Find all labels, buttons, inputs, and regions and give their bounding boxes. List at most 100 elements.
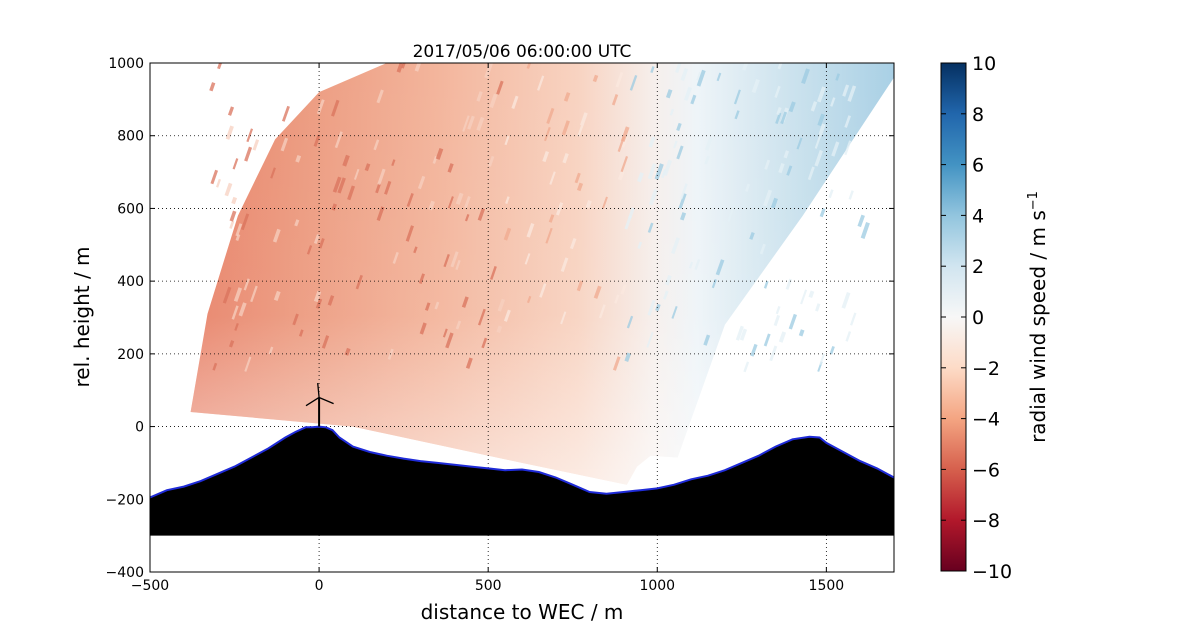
- turbine-blade: [317, 383, 320, 398]
- scan-speckle: [690, 94, 697, 105]
- scan-speckle: [364, 163, 371, 172]
- scan-speckle: [818, 123, 826, 136]
- scan-speckle: [808, 290, 815, 299]
- x-tick-label: 1500: [809, 578, 845, 594]
- scan-speckle: [598, 304, 606, 319]
- scan-speckle: [704, 137, 713, 151]
- scan-speckle: [443, 254, 450, 268]
- scan-speckle: [739, 328, 748, 341]
- scan-speckle: [505, 196, 510, 204]
- colorbar-tick-label: 6: [972, 155, 984, 177]
- scan-speckle: [696, 69, 706, 87]
- scan-speckle: [273, 290, 281, 301]
- scan-speckle: [445, 332, 454, 349]
- scan-speckle: [592, 74, 599, 83]
- scan-speckle: [243, 278, 250, 291]
- scan-speckle: [800, 289, 808, 305]
- scan-speckle: [217, 63, 223, 70]
- scan-speckle: [555, 202, 564, 216]
- scan-speckle: [785, 278, 793, 290]
- colorbar-tick-label: 4: [972, 205, 984, 227]
- wind-turbine-icon: [305, 383, 334, 427]
- terrain-outline: [150, 425, 894, 499]
- scan-speckle: [560, 311, 567, 325]
- scan-speckle: [694, 259, 701, 271]
- scan-speckle: [647, 299, 656, 316]
- scan-speckle: [601, 196, 608, 209]
- scan-speckle: [734, 110, 740, 120]
- scan-sector-shading: [190, 63, 894, 485]
- scan-speckle: [828, 189, 834, 199]
- scan-speckle: [490, 265, 497, 280]
- colorbar-tick-label: 10: [972, 53, 996, 75]
- scan-speckle: [467, 115, 475, 130]
- scan-speckle: [648, 188, 658, 206]
- scan-speckle: [669, 108, 675, 116]
- scan-speckle: [624, 352, 632, 362]
- scan-speckle: [715, 259, 725, 276]
- y-tick-label: −400: [106, 565, 144, 581]
- scan-speckle: [807, 166, 815, 181]
- scan-speckle: [801, 68, 810, 85]
- scan-speckle: [733, 89, 741, 105]
- scan-speckle: [576, 182, 584, 192]
- scan-speckle: [524, 253, 531, 265]
- x-tick-label: 1000: [639, 578, 675, 594]
- scan-speckle: [655, 303, 661, 312]
- scan-speckle: [209, 82, 216, 92]
- scan-speckle: [476, 116, 485, 131]
- scan-speckle: [342, 154, 350, 167]
- scan-speckle: [442, 328, 448, 338]
- scan-speckle: [830, 97, 836, 107]
- scan-speckle: [497, 298, 506, 312]
- scan-speckle: [829, 345, 835, 355]
- scan-speckle: [228, 340, 235, 348]
- scan-speckle: [331, 99, 340, 117]
- scan-speckle: [450, 251, 459, 268]
- scan-speckle: [464, 196, 471, 209]
- scan-speckle: [477, 308, 486, 326]
- y-axis-label: rel. height / m: [70, 246, 94, 387]
- y-tick-label: 1000: [108, 56, 144, 72]
- scan-speckle: [763, 280, 769, 289]
- colorbar-tick-label: 2: [972, 256, 984, 278]
- colorbar-label-superscript: −1: [1026, 191, 1041, 210]
- scan-speckle: [424, 302, 431, 311]
- scan-speckle: [845, 331, 852, 342]
- scan-speckle: [783, 150, 790, 159]
- scan-speckle: [665, 89, 673, 99]
- colorbar-tick-label: −4: [972, 409, 1000, 431]
- scan-speckle: [549, 171, 556, 185]
- scan-speckle: [225, 125, 234, 140]
- scan-speckle: [676, 145, 684, 160]
- scan-speckle: [683, 86, 692, 101]
- scan-speckle: [848, 190, 854, 200]
- scan-speckle: [663, 290, 669, 300]
- scan-speckle: [484, 63, 494, 79]
- y-tick-label: 600: [117, 201, 144, 217]
- scan-speckle: [574, 172, 581, 184]
- scan-speckle: [847, 85, 857, 102]
- scan-speckle: [749, 232, 755, 240]
- scan-speckle: [704, 155, 710, 165]
- scan-speckle: [464, 214, 470, 222]
- scan-speckle: [650, 66, 655, 73]
- scan-speckle: [577, 125, 584, 137]
- scan-speckle: [788, 101, 796, 113]
- scan-speckle: [671, 305, 678, 319]
- scan-speckle: [615, 71, 624, 88]
- y-axis-ticks: −400 −200 0 200 400 600 800 1000: [106, 56, 894, 581]
- scan-speckle: [539, 283, 547, 298]
- scan-speckle: [391, 159, 396, 167]
- scan-speckle: [648, 136, 656, 148]
- scan-speckle: [272, 228, 281, 243]
- scan-speckle: [841, 291, 851, 309]
- scan-speckle: [819, 353, 826, 365]
- scan-speckle: [576, 280, 584, 292]
- scan-speckle: [680, 212, 687, 221]
- colorbar-label-text: radial wind speed / m s: [1026, 210, 1050, 443]
- scan-speckle: [233, 287, 243, 302]
- scan-speckle: [298, 329, 304, 337]
- scan-speckle: [727, 208, 734, 223]
- scan-speckle: [318, 238, 325, 249]
